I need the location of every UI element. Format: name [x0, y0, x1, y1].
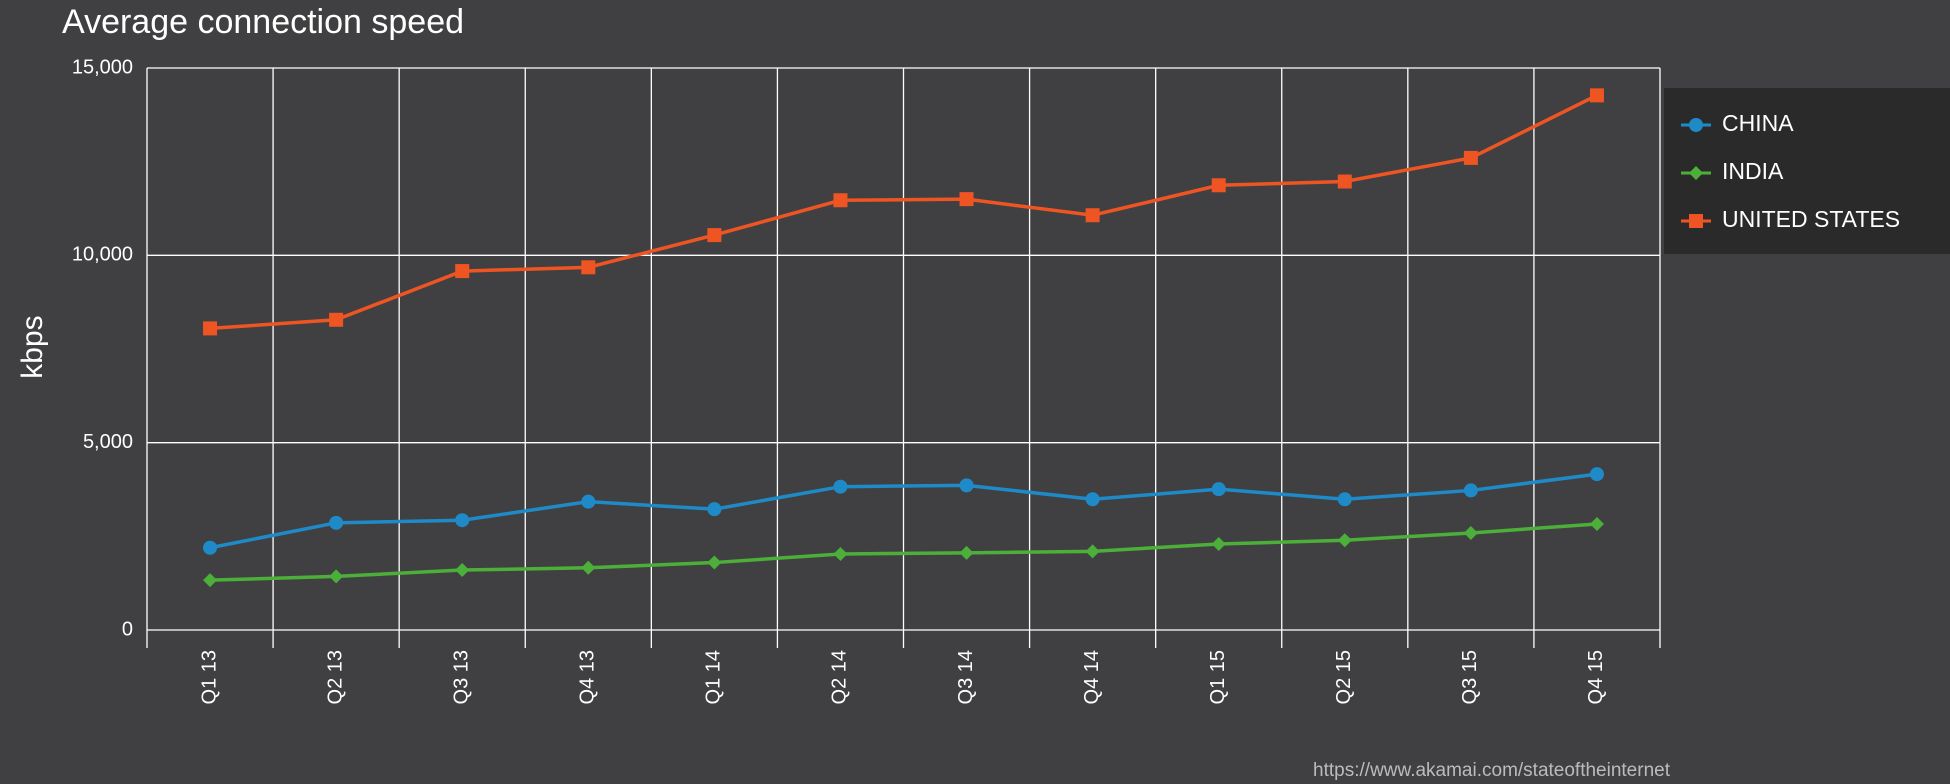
legend-label: INDIA — [1722, 158, 1784, 184]
x-tick-label: Q2 13 — [324, 650, 346, 704]
data-point — [203, 573, 218, 588]
data-point — [959, 545, 974, 560]
x-tick-label: Q4 14 — [1081, 650, 1103, 704]
data-point — [1463, 483, 1478, 498]
data-point — [455, 513, 470, 528]
data-point — [203, 540, 218, 555]
data-point — [1589, 88, 1604, 103]
data-point — [1085, 492, 1100, 507]
x-tick-label: Q1 14 — [703, 650, 725, 704]
x-tick-label: Q1 15 — [1207, 650, 1229, 704]
data-point — [581, 560, 596, 575]
data-point — [329, 515, 344, 530]
data-point — [833, 546, 848, 561]
data-point — [203, 321, 218, 336]
y-axis-label: kbps — [16, 315, 49, 378]
data-point — [581, 260, 596, 275]
data-point — [1463, 525, 1478, 540]
source-url: https://www.akamai.com/stateoftheinterne… — [1313, 760, 1671, 781]
y-tick-label: 15,000 — [72, 56, 133, 78]
y-tick-label: 5,000 — [83, 431, 133, 453]
legend-marker — [1689, 118, 1703, 132]
x-tick-label: Q4 13 — [577, 650, 599, 704]
y-tick-label: 0 — [122, 618, 133, 640]
legend-label: UNITED STATES — [1722, 206, 1900, 232]
x-tick-label: Q4 15 — [1585, 650, 1607, 704]
legend-box — [1664, 88, 1950, 254]
data-point — [581, 494, 596, 509]
data-point — [1463, 150, 1478, 165]
data-point — [1085, 208, 1100, 223]
data-point — [1337, 533, 1352, 548]
data-point — [1211, 482, 1226, 497]
data-point — [1085, 544, 1100, 559]
legend-marker — [1689, 166, 1703, 180]
data-point — [455, 563, 470, 578]
x-tick-label: Q3 13 — [450, 650, 472, 704]
data-point — [329, 312, 344, 327]
data-point — [959, 192, 974, 207]
y-tick-label: 10,000 — [72, 244, 133, 266]
data-point — [707, 228, 722, 243]
data-point — [1211, 537, 1226, 552]
x-tick-label: Q3 14 — [955, 650, 977, 704]
legend-label: CHINA — [1722, 110, 1794, 136]
x-tick-label: Q3 15 — [1459, 650, 1481, 704]
data-point — [1589, 516, 1604, 531]
data-point — [329, 569, 344, 584]
chart-title: Average connection speed — [62, 3, 464, 41]
data-point — [455, 264, 470, 279]
data-point — [1337, 174, 1352, 189]
legend-marker — [1689, 214, 1703, 228]
x-tick-label: Q1 13 — [198, 650, 220, 704]
series-line — [209, 93, 1598, 331]
x-tick-label: Q2 15 — [1333, 650, 1355, 704]
data-point — [833, 193, 848, 208]
x-tick-label: Q2 14 — [829, 650, 851, 704]
series-line — [209, 522, 1598, 582]
data-point — [1337, 492, 1352, 507]
data-point — [1589, 467, 1604, 482]
data-point — [959, 478, 974, 493]
data-point — [1211, 178, 1226, 193]
series-line — [209, 472, 1598, 550]
data-point — [833, 479, 848, 494]
data-point — [707, 555, 722, 570]
data-point — [707, 502, 722, 517]
